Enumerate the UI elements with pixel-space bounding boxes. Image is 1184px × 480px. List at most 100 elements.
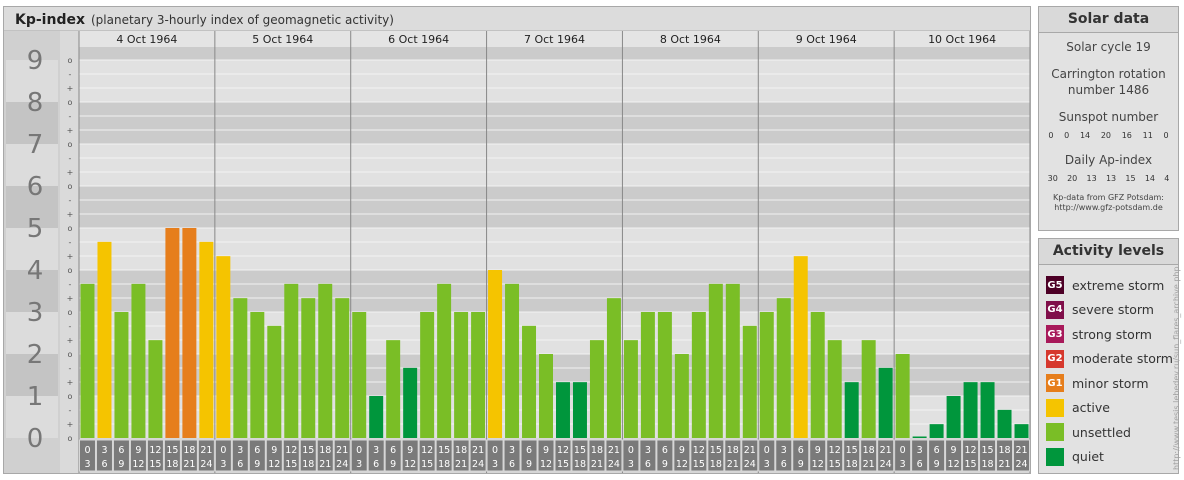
- hour-box: [350, 439, 368, 472]
- y-subtick-mark: +: [67, 420, 74, 429]
- hour-tick-end: 18: [302, 459, 314, 470]
- hour-tick-start: 12: [421, 445, 433, 456]
- y-subtick-mark: o: [68, 308, 73, 317]
- daily-ap-value: 30: [1047, 174, 1058, 183]
- y-subtick-mark: o: [68, 98, 73, 107]
- y-subtick-mark: +: [67, 84, 74, 93]
- hour-tick-start: 12: [829, 445, 841, 456]
- kp-bar: [912, 436, 927, 438]
- hour-box: [945, 439, 963, 472]
- hour-box: [316, 439, 334, 472]
- hour-tick-end: 24: [200, 459, 212, 470]
- hour-box: [605, 439, 623, 472]
- hour-tick-end: 3: [84, 459, 90, 470]
- activity-level-swatch: G3: [1046, 325, 1064, 344]
- activity-level-row: active: [1039, 396, 1178, 421]
- hour-box: [79, 439, 96, 472]
- hour-box: [418, 439, 436, 472]
- hour-box: [656, 439, 674, 472]
- hour-tick-start: 21: [200, 445, 212, 456]
- y-subtick-mark: -: [69, 364, 72, 373]
- hour-tick-start: 18: [455, 445, 467, 456]
- activity-level-label: active: [1072, 400, 1110, 416]
- kp-bar: [946, 396, 961, 438]
- activity-level-row: G1 minor storm: [1039, 371, 1178, 396]
- hour-box: [826, 439, 844, 472]
- level-band: [79, 144, 1030, 186]
- hour-tick-end: 21: [863, 459, 875, 470]
- y-axis-band: [6, 228, 58, 270]
- hour-tick-start: 18: [998, 445, 1010, 456]
- hour-box: [741, 439, 759, 472]
- kp-bar: [674, 354, 689, 438]
- y-subtick-mark: -: [69, 238, 72, 247]
- hour-tick-start: 3: [917, 445, 923, 456]
- hour-tick-start: 18: [727, 445, 739, 456]
- y-subtick-mark: -: [69, 406, 72, 415]
- hour-tick-end: 6: [509, 459, 515, 470]
- kp-bar: [572, 382, 587, 438]
- kp-bar: [793, 256, 808, 438]
- sunspot-value: 16: [1121, 131, 1132, 140]
- kp-bar: [369, 396, 384, 438]
- hour-tick-end: 15: [285, 459, 297, 470]
- y-subtick-mark: -: [69, 322, 72, 331]
- hour-tick-start: 15: [302, 445, 314, 456]
- hour-tick-start: 9: [135, 445, 141, 456]
- hour-box: [163, 439, 181, 472]
- hour-tick-start: 21: [744, 445, 756, 456]
- hour-tick-end: 9: [254, 459, 260, 470]
- hour-tick-start: 18: [183, 445, 195, 456]
- kp-bar: [301, 298, 316, 438]
- hour-tick-start: 12: [693, 445, 705, 456]
- kp-bar: [980, 382, 995, 438]
- day-label: 9 Oct 1964: [796, 33, 857, 46]
- hour-box: [809, 439, 827, 472]
- hour-tick-end: 6: [781, 459, 787, 470]
- kp-bar: [403, 367, 418, 438]
- y-tick-label: 7: [27, 130, 44, 160]
- hour-tick-end: 9: [934, 459, 940, 470]
- hour-tick-end: 3: [220, 459, 226, 470]
- hour-tick-start: 6: [390, 445, 396, 456]
- y-tick-label: 8: [27, 88, 44, 118]
- hour-tick-start: 6: [662, 445, 668, 456]
- daily-ap-value: 4: [1164, 174, 1170, 183]
- hour-tick-end: 15: [693, 459, 705, 470]
- hour-box: [452, 439, 470, 472]
- activity-level-label: minor storm: [1072, 375, 1149, 391]
- hour-tick-start: 18: [863, 445, 875, 456]
- y-axis-band: [6, 144, 58, 186]
- hour-tick-start: 0: [220, 445, 226, 456]
- hour-box: [690, 439, 708, 472]
- kp-bar: [929, 424, 944, 438]
- hour-tick-end: 24: [744, 459, 756, 470]
- y-axis-band: [6, 270, 58, 312]
- hour-tick-start: 9: [407, 445, 413, 456]
- kp-bar: [131, 283, 146, 438]
- daily-ap-label: Daily Ap-index: [1064, 153, 1153, 167]
- y-subtick-mark: +: [67, 336, 74, 345]
- hour-box: [486, 439, 504, 472]
- hour-tick-end: 6: [645, 459, 651, 470]
- kp-bar: [471, 312, 486, 438]
- level-band: [79, 102, 1030, 144]
- kp-bar: [80, 283, 95, 438]
- kp-bar: [861, 340, 876, 438]
- hour-box: [996, 439, 1014, 472]
- hour-box: [894, 439, 912, 472]
- hour-tick-start: 12: [557, 445, 569, 456]
- hour-tick-start: 15: [574, 445, 586, 456]
- hour-box: [537, 439, 555, 472]
- hour-tick-end: 21: [727, 459, 739, 470]
- hour-tick-start: 9: [679, 445, 685, 456]
- kp-bar: [640, 312, 655, 438]
- hour-box: [129, 439, 147, 472]
- hour-tick-end: 18: [438, 459, 450, 470]
- hour-tick-end: 6: [237, 459, 243, 470]
- hour-tick-end: 6: [917, 459, 923, 470]
- day-label: 4 Oct 1964: [116, 33, 177, 46]
- hour-box: [588, 439, 606, 472]
- hour-box: [639, 439, 657, 472]
- hour-tick-end: 3: [900, 459, 906, 470]
